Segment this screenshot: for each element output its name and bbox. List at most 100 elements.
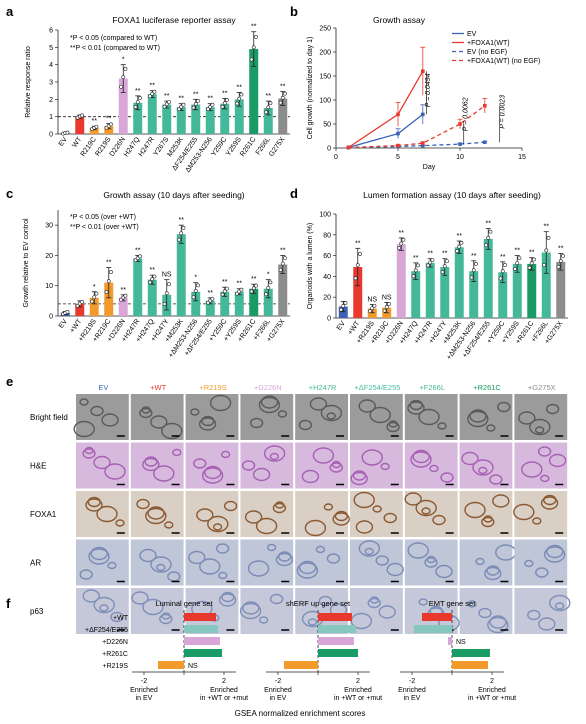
row-label: AR xyxy=(30,559,41,568)
data-point xyxy=(225,286,229,291)
organoid xyxy=(418,598,428,606)
organoid xyxy=(218,593,237,607)
organoid xyxy=(461,451,479,466)
data-point xyxy=(181,102,186,107)
data-point xyxy=(80,299,84,304)
organoid xyxy=(87,496,101,508)
organoid xyxy=(188,550,206,565)
organoid xyxy=(272,502,287,514)
data-point xyxy=(358,252,362,256)
organoid xyxy=(464,501,486,519)
legend-entry: **P < 0.01 (over +WT) xyxy=(70,224,139,231)
data-point xyxy=(483,140,487,145)
bar xyxy=(176,107,186,134)
organoid xyxy=(538,617,556,631)
data-point xyxy=(416,263,420,268)
data-point xyxy=(527,265,532,270)
data-point xyxy=(109,122,113,127)
bar xyxy=(147,94,157,134)
organoid xyxy=(554,602,565,610)
data-point xyxy=(498,276,503,281)
data-point xyxy=(341,304,346,308)
bar xyxy=(158,661,184,669)
organoid xyxy=(407,542,429,559)
significance-label: ** xyxy=(280,84,286,91)
data-point xyxy=(191,295,196,300)
data-point xyxy=(193,288,198,293)
bar xyxy=(104,282,114,316)
chart-title: Growth assay xyxy=(373,15,426,25)
y-tick-label: 3 xyxy=(49,80,53,87)
data-point xyxy=(138,96,142,100)
series-line xyxy=(348,70,424,149)
bar xyxy=(318,649,358,657)
bar xyxy=(184,625,218,633)
bar xyxy=(176,234,186,316)
chart-title: FOXA1 luciferase reporter assay xyxy=(112,15,236,25)
organoid xyxy=(475,557,485,566)
organoid xyxy=(164,521,174,529)
organoid xyxy=(355,520,374,534)
data-point xyxy=(254,35,258,39)
organoid xyxy=(484,566,502,581)
organoid xyxy=(524,559,534,568)
data-point xyxy=(109,270,113,274)
y-axis-label: Relative response ratio xyxy=(25,46,32,118)
data-point xyxy=(346,145,351,150)
data-point xyxy=(138,254,142,259)
organoid xyxy=(215,543,230,554)
data-point xyxy=(399,241,404,246)
organoid xyxy=(172,448,182,457)
x-tick-label: 5 xyxy=(396,154,400,161)
data-point xyxy=(266,105,271,110)
bar xyxy=(162,104,172,134)
organoid xyxy=(375,555,389,566)
micrograph xyxy=(459,491,513,537)
organoid xyxy=(258,616,269,624)
bar xyxy=(205,300,215,316)
organoid xyxy=(247,560,270,577)
data-point xyxy=(529,261,534,266)
p-value-label: P = 0.0023 xyxy=(500,95,507,129)
organoid xyxy=(529,418,551,436)
data-point xyxy=(264,292,268,297)
data-point xyxy=(80,113,84,118)
organoid xyxy=(318,595,333,607)
data-point xyxy=(220,292,225,297)
data-point xyxy=(455,249,459,253)
significance-label: ** xyxy=(251,24,257,31)
bar xyxy=(89,297,99,316)
bar xyxy=(318,637,354,645)
data-point xyxy=(152,274,157,279)
data-point xyxy=(421,143,425,148)
significance-label: ** xyxy=(457,233,463,240)
organoid xyxy=(298,419,313,431)
data-point xyxy=(119,84,123,89)
bar xyxy=(191,291,201,316)
bar xyxy=(89,127,99,134)
data-point xyxy=(254,283,258,288)
organoid xyxy=(239,602,262,620)
y-tick-label: 0 xyxy=(49,132,53,139)
significance-label: ** xyxy=(544,224,550,231)
organoid xyxy=(543,494,557,506)
data-point xyxy=(177,237,181,242)
significance-label: ** xyxy=(222,279,228,286)
significance-label: ** xyxy=(179,96,185,103)
organoid xyxy=(404,492,422,506)
bar xyxy=(278,98,288,134)
organoid xyxy=(437,422,447,430)
series-line xyxy=(348,141,485,149)
organoid xyxy=(534,426,545,434)
organoid xyxy=(467,410,489,428)
micrograph xyxy=(240,588,294,634)
data-point xyxy=(556,264,561,269)
bar xyxy=(133,258,143,316)
data-point xyxy=(368,309,372,314)
significance-label: ** xyxy=(106,116,112,123)
micrograph xyxy=(185,442,239,489)
significance-label: ** xyxy=(237,281,243,288)
organoid xyxy=(513,503,535,521)
bar xyxy=(220,291,230,316)
organoid xyxy=(153,465,175,482)
